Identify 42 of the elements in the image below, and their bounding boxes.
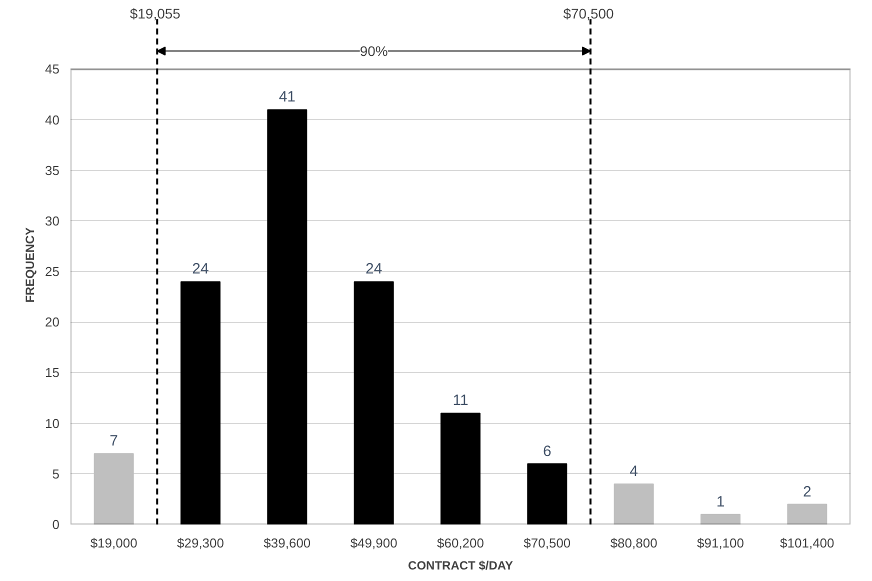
data-label: 11 [452,392,468,410]
bar [94,453,134,524]
x-tick-label: $29,300 [177,536,224,550]
y-tick-label: 20 [45,314,60,330]
data-label: 24 [192,260,209,278]
y-tick-label: 10 [45,416,60,431]
bar [614,484,654,524]
data-label: 24 [365,260,382,278]
y-tick-label: 0 [52,517,60,532]
data-label: 41 [278,88,296,106]
y-tick-label: 40 [45,112,60,128]
bar [700,514,740,524]
text: 90% [360,43,388,60]
text: $19,055 [130,5,181,22]
y-tick-label: 30 [45,213,60,228]
x-tick-label: $70,500 [524,536,571,550]
bar [354,281,394,524]
data-label: 1 [716,493,725,510]
y-tick-label: 35 [45,162,60,178]
text: $70,500 [563,5,614,22]
x-tick-label: $49,900 [350,536,398,550]
y-tick-label: 5 [52,466,60,482]
data-label: 4 [630,463,638,480]
bar [787,504,828,524]
x-tick-label: $80,800 [610,536,658,550]
x-tick-label: $60,200 [437,536,484,550]
y-axis-title: FREQUENCY [23,227,38,303]
bar [440,412,480,524]
x-axis-title: CONTRACT $/DAY [408,558,513,572]
x-tick-label: $19,000 [90,536,138,550]
data-label: 6 [542,442,552,460]
y-tick-label: 45 [45,62,60,77]
bar [180,281,220,524]
bar [267,109,308,524]
y-tick-label: 25 [45,264,60,280]
x-tick-label: $39,600 [264,536,311,550]
bar [527,463,568,524]
data-label: 7 [110,432,118,450]
x-tick-label: $91,100 [697,536,744,550]
y-tick-label: 15 [45,365,60,380]
data-label: 2 [802,483,812,500]
x-tick-label: $101,400 [780,536,834,550]
